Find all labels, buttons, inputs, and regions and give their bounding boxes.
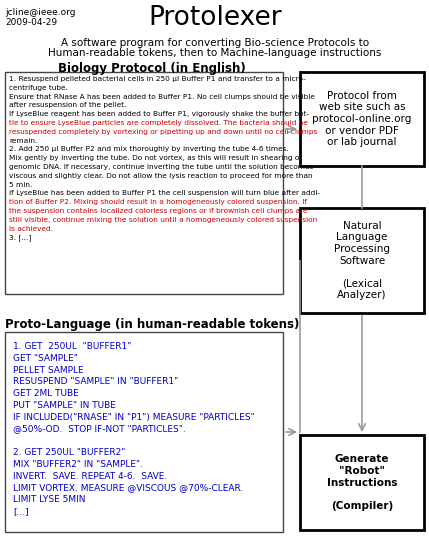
- Text: 1. Resuspend pelleted bacterial cells in 250 µl Buffer P1 and transfer to a micr: 1. Resuspend pelleted bacterial cells in…: [9, 76, 306, 82]
- Text: 2. Add 250 µl Buffer P2 and mix thoroughly by inverting the tube 4-6 times.: 2. Add 250 µl Buffer P2 and mix thorough…: [9, 146, 289, 152]
- Text: LIMIT VORTEX. MEASURE @VISCOUS @70%-CLEAR.: LIMIT VORTEX. MEASURE @VISCOUS @70%-CLEA…: [13, 484, 243, 493]
- Text: is achieved.: is achieved.: [9, 226, 53, 232]
- Text: the suspension contains localized colorless regions or if brownish cell clumps a: the suspension contains localized colorl…: [9, 208, 308, 214]
- Text: genomic DNA. If necessary, continue inverting the tube until the solution become: genomic DNA. If necessary, continue inve…: [9, 164, 313, 170]
- Text: Ensure that RNase A has been added to Buffer P1. No cell clumps should be visibl: Ensure that RNase A has been added to Bu…: [9, 94, 315, 100]
- Text: Protolexer: Protolexer: [148, 5, 282, 31]
- Text: @50%-OD.  STOP IF-NOT "PARTICLES".: @50%-OD. STOP IF-NOT "PARTICLES".: [13, 425, 186, 434]
- Text: Protocol from
web site such as
protocol-online.org
or vendor PDF
or lab journal: Protocol from web site such as protocol-…: [312, 91, 412, 147]
- Text: Biology Protocol (in English): Biology Protocol (in English): [58, 62, 246, 75]
- Text: 3. [...]: 3. [...]: [9, 234, 31, 241]
- Bar: [5, 72, 283, 294]
- Text: 5 min.: 5 min.: [9, 182, 32, 188]
- Text: GET "SAMPLE": GET "SAMPLE": [13, 354, 78, 363]
- Text: PELLET SAMPLE: PELLET SAMPLE: [13, 366, 84, 375]
- Text: remain.: remain.: [9, 138, 37, 144]
- Text: LIMIT LYSE 5MIN: LIMIT LYSE 5MIN: [13, 496, 85, 504]
- Text: tion of Buffer P2. Mixing should result in a homogeneously colored suspension. I: tion of Buffer P2. Mixing should result …: [9, 199, 307, 205]
- Bar: [300, 208, 424, 313]
- Text: jcline@ieee.org: jcline@ieee.org: [5, 8, 76, 17]
- Text: If LyseBlue has been added to Buffer P1 the cell suspension will turn blue after: If LyseBlue has been added to Buffer P1 …: [9, 190, 320, 196]
- Text: still visible, continue mixing the solution until a homogeneously colored suspen: still visible, continue mixing the solut…: [9, 217, 317, 223]
- Text: Human-readable tokens, then to Machine-language instructions: Human-readable tokens, then to Machine-l…: [48, 48, 382, 58]
- Text: viscous and slightly clear. Do not allow the lysis reaction to proceed for more : viscous and slightly clear. Do not allow…: [9, 173, 313, 179]
- Text: INVERT.  SAVE. REPEAT 4-6.  SAVE.: INVERT. SAVE. REPEAT 4-6. SAVE.: [13, 472, 167, 481]
- Bar: [300, 72, 424, 166]
- Text: resuspended completely by vortexing or pipetting up and down until no cell clump: resuspended completely by vortexing or p…: [9, 129, 317, 135]
- Text: [...]: [...]: [13, 507, 29, 516]
- Text: after resuspension of the pellet.: after resuspension of the pellet.: [9, 102, 127, 108]
- Text: Natural
Language
Processing
Software

(Lexical
Analyzer): Natural Language Processing Software (Le…: [334, 221, 390, 300]
- Text: PUT "SAMPLE" IN TUBE: PUT "SAMPLE" IN TUBE: [13, 401, 116, 410]
- Bar: [300, 435, 424, 530]
- Bar: [5, 332, 283, 532]
- Text: RESUSPEND "SAMPLE" IN "BUFFER1": RESUSPEND "SAMPLE" IN "BUFFER1": [13, 378, 178, 386]
- Text: 2. GET 250UL "BUFFER2": 2. GET 250UL "BUFFER2": [13, 448, 125, 457]
- Text: Mix gently by inverting the tube. Do not vortex, as this will result in shearing: Mix gently by inverting the tube. Do not…: [9, 155, 302, 161]
- Text: tle to ensure LyseBlue particles are completely dissolved. The bacteria should b: tle to ensure LyseBlue particles are com…: [9, 120, 308, 126]
- Text: MIX "BUFFER2" IN "SAMPLE".: MIX "BUFFER2" IN "SAMPLE".: [13, 460, 143, 469]
- Text: centrifuge tube.: centrifuge tube.: [9, 85, 68, 91]
- Text: 2009-04-29: 2009-04-29: [5, 18, 57, 27]
- Text: IF INCLUDED("RNASE" IN "P1") MEASURE "PARTICLES": IF INCLUDED("RNASE" IN "P1") MEASURE "PA…: [13, 413, 255, 422]
- Text: Generate
"Robot"
Instructions

(Compiler): Generate "Robot" Instructions (Compiler): [327, 454, 397, 511]
- Text: GET 2ML TUBE: GET 2ML TUBE: [13, 389, 79, 398]
- Text: Proto-Language (in human-readable tokens): Proto-Language (in human-readable tokens…: [5, 318, 299, 331]
- Text: 1. GET  250UL  "BUFFER1": 1. GET 250UL "BUFFER1": [13, 342, 131, 351]
- Text: If LyseBlue reagent has been added to Buffer P1, vigorously shake the buffer bot: If LyseBlue reagent has been added to Bu…: [9, 111, 309, 117]
- Text: A software program for converting Bio-science Protocols to: A software program for converting Bio-sc…: [61, 38, 369, 48]
